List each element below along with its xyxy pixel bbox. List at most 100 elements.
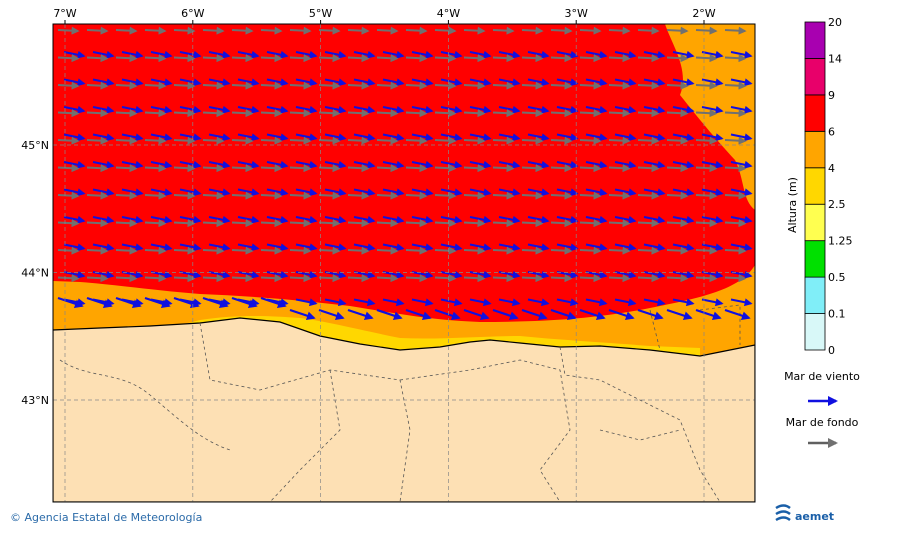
swell-arrow <box>434 274 457 283</box>
colorbar: 0 0.1 0.5 1.25 2.5 4 6 9 14 20 <box>804 16 853 357</box>
swell-arrow <box>318 164 341 173</box>
swell-arrow <box>376 136 399 145</box>
wind-arrow <box>266 78 289 87</box>
colorbar-band <box>804 130 826 169</box>
wind-arrow <box>411 133 434 142</box>
swell-arrow <box>347 246 370 255</box>
wind-arrow <box>701 298 724 307</box>
swell-arrow <box>144 136 167 145</box>
wind-arrow <box>208 133 231 142</box>
colorbar-title: Altura (m) <box>786 177 799 233</box>
wind-arrow <box>266 160 289 169</box>
wind-arrow <box>556 188 579 197</box>
swell-arrow <box>144 219 167 228</box>
wind-arrow <box>440 298 463 307</box>
wind-arrow <box>63 215 86 224</box>
wind-arrow <box>208 105 231 114</box>
wind-arrow <box>121 160 144 169</box>
wind-arrow <box>179 270 202 279</box>
wind-arrow <box>585 270 608 279</box>
wind-arrow <box>144 296 171 308</box>
swell-arrow <box>637 26 660 35</box>
swell-arrow <box>347 164 370 173</box>
swell-arrow <box>231 81 254 90</box>
swell-arrow <box>115 164 138 173</box>
wind-arrow <box>643 133 666 142</box>
swell-arrow <box>434 81 457 90</box>
wind-arrow <box>527 50 550 59</box>
wind-arrow <box>382 215 405 224</box>
wind-arrow <box>63 243 86 252</box>
wind-arrow <box>324 160 347 169</box>
swell-arrow <box>260 81 283 90</box>
swell-arrow <box>376 191 399 200</box>
swell-arrow <box>289 164 312 173</box>
swell-arrow <box>608 81 631 90</box>
wind-arrow <box>701 50 724 59</box>
swell-arrow <box>492 274 515 283</box>
swell-arrow <box>695 136 718 145</box>
swell-arrow <box>115 191 138 200</box>
swell-arrow <box>724 109 747 118</box>
wind-arrow <box>701 133 724 142</box>
swell-arrow <box>434 54 457 63</box>
swell-arrow <box>521 54 544 63</box>
swell-arrow <box>57 26 80 35</box>
swell-arrow <box>492 81 515 90</box>
swell-arrow <box>318 109 341 118</box>
wind-arrow <box>672 133 695 142</box>
wind-arrow <box>614 298 637 307</box>
lat-label: 45°N <box>21 139 49 152</box>
wind-arrow <box>121 133 144 142</box>
wind-arrow <box>695 308 722 320</box>
wind-arrow <box>469 160 492 169</box>
credit: © Agencia Estatal de Meteorología <box>10 511 202 524</box>
swell-arrow <box>115 26 138 35</box>
swell-arrow <box>318 191 341 200</box>
swell-arrow <box>579 54 602 63</box>
swell-arrow <box>608 136 631 145</box>
swell-arrow <box>202 274 225 283</box>
wind-arrow <box>121 243 144 252</box>
wind-arrow <box>324 50 347 59</box>
wind-arrow <box>469 105 492 114</box>
wind-arrow <box>324 188 347 197</box>
wind-arrow <box>550 308 577 320</box>
swell-arrow <box>347 191 370 200</box>
swell-arrow <box>86 109 109 118</box>
wind-arrow <box>92 78 115 87</box>
swell-arrow <box>521 26 544 35</box>
swell-arrow <box>637 109 660 118</box>
swell-arrow <box>202 26 225 35</box>
swell-arrow <box>231 136 254 145</box>
wind-arrow <box>405 308 432 320</box>
wind-arrow <box>376 308 403 320</box>
wind-arrow <box>614 188 637 197</box>
wind-arrow <box>150 105 173 114</box>
swell-arrow <box>637 164 660 173</box>
swell-arrow <box>695 274 718 283</box>
wind-arrow <box>498 133 521 142</box>
wind-arrow <box>498 160 521 169</box>
wind-arrow <box>411 50 434 59</box>
wind-arrow <box>614 215 637 224</box>
wind-arrow <box>86 296 113 308</box>
wind-arrow <box>469 215 492 224</box>
swell-arrow <box>608 164 631 173</box>
wind-arrow <box>730 188 753 197</box>
swell-arrow <box>57 136 80 145</box>
wind-arrow <box>63 78 86 87</box>
lon-label: 2°W <box>692 7 715 20</box>
swell-arrow <box>173 219 196 228</box>
wind-arrow <box>266 105 289 114</box>
swell-arrow <box>260 26 283 35</box>
wind-arrow <box>585 105 608 114</box>
wind-arrow <box>672 243 695 252</box>
swell-arrow <box>492 26 515 35</box>
wind-arrow <box>440 243 463 252</box>
wind-arrow <box>324 298 347 307</box>
wind-arrow <box>237 270 260 279</box>
wind-arrow <box>643 50 666 59</box>
wind-arrow <box>498 50 521 59</box>
